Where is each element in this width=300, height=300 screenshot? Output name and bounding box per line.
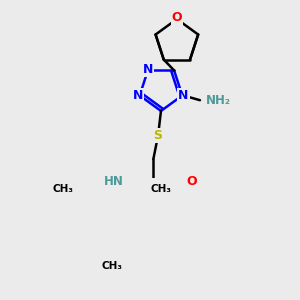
- Text: HN: HN: [104, 175, 124, 188]
- Text: O: O: [186, 175, 197, 188]
- Text: NH₂: NH₂: [206, 94, 231, 107]
- Text: CH₃: CH₃: [150, 184, 171, 194]
- Text: S: S: [154, 129, 163, 142]
- Text: N: N: [178, 89, 189, 102]
- Text: N: N: [133, 89, 143, 102]
- Text: N: N: [142, 63, 153, 76]
- Text: CH₃: CH₃: [102, 262, 123, 272]
- Text: O: O: [172, 11, 182, 24]
- Text: CH₃: CH₃: [53, 184, 74, 194]
